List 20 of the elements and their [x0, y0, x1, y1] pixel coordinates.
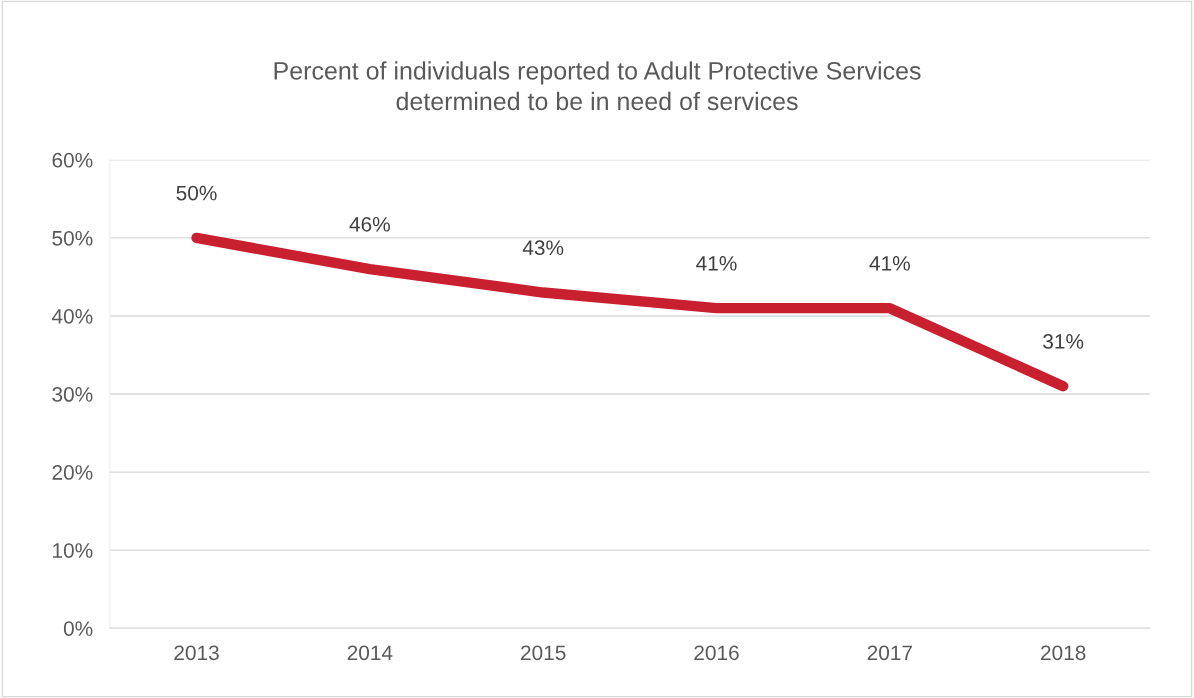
x-tick-label: 2017 [867, 645, 912, 661]
x-tick-label: 2018 [1041, 645, 1086, 661]
text: 50% [176, 185, 217, 201]
text: 46% [349, 216, 390, 232]
y-tick-label: 0% [63, 621, 93, 636]
x-tick-label: 2013 [174, 645, 219, 661]
text: 31% [1043, 334, 1084, 349]
text: 41% [696, 256, 737, 271]
chart-title: Percent of individuals reported to Adult Protective Services determined to be in need of services [274, 61, 921, 111]
y-tick-label: 40% [51, 308, 93, 324]
y-tick-label: 30% [52, 387, 93, 402]
y-tick-label: 10% [53, 543, 93, 558]
y-tick-label: 50% [52, 230, 93, 246]
x-tick-label: 2014 [347, 645, 393, 661]
y-tick-label: 20% [52, 465, 93, 480]
x-tick-label: 2016 [694, 645, 739, 661]
y-tick-label: 60% [52, 152, 93, 168]
x-tick-label: 2015 [521, 645, 566, 661]
text: 41% [869, 256, 910, 271]
text: 43% [522, 240, 564, 256]
